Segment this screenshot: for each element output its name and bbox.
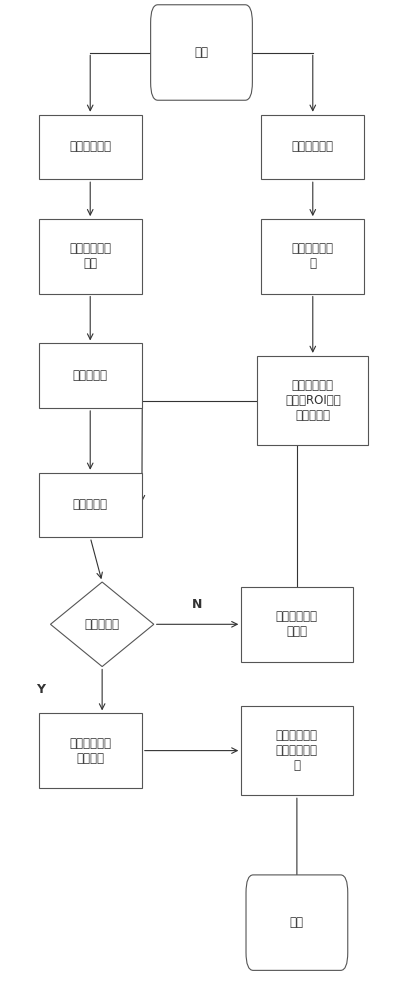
Text: 是否遍历完: 是否遍历完 — [85, 618, 120, 631]
FancyBboxPatch shape — [261, 219, 364, 294]
FancyBboxPatch shape — [257, 356, 368, 445]
Text: 待检图预处理: 待检图预处理 — [292, 140, 334, 153]
FancyBboxPatch shape — [261, 115, 364, 179]
FancyBboxPatch shape — [246, 875, 348, 970]
Text: Y: Y — [36, 683, 45, 696]
FancyBboxPatch shape — [39, 343, 142, 408]
Text: 表盘刻度圆提
取: 表盘刻度圆提 取 — [292, 242, 334, 270]
Text: 开始: 开始 — [195, 46, 208, 59]
FancyBboxPatch shape — [241, 706, 353, 795]
FancyBboxPatch shape — [241, 587, 353, 662]
Text: 模板图预处理: 模板图预处理 — [69, 140, 111, 153]
Text: N: N — [192, 598, 203, 611]
FancyBboxPatch shape — [151, 5, 252, 100]
FancyBboxPatch shape — [39, 713, 142, 788]
Text: 待检图增加一
个步长: 待检图增加一 个步长 — [276, 610, 318, 638]
Text: 比较得出相似
性最大值: 比较得出相似 性最大值 — [69, 737, 111, 765]
FancyBboxPatch shape — [39, 115, 142, 179]
Text: 相似性计算: 相似性计算 — [73, 498, 108, 511]
Text: 计算不变矩: 计算不变矩 — [73, 369, 108, 382]
Text: 以圆为路径设
置动态ROI并计
算其不变矩: 以圆为路径设 置动态ROI并计 算其不变矩 — [285, 379, 341, 422]
FancyBboxPatch shape — [39, 219, 142, 294]
Text: 指针模板轮廓
提取: 指针模板轮廓 提取 — [69, 242, 111, 270]
Polygon shape — [50, 582, 154, 667]
Text: 根据最大值位
置计算指针读
数: 根据最大值位 置计算指针读 数 — [276, 729, 318, 772]
FancyBboxPatch shape — [39, 473, 142, 537]
Text: 结束: 结束 — [290, 916, 304, 929]
